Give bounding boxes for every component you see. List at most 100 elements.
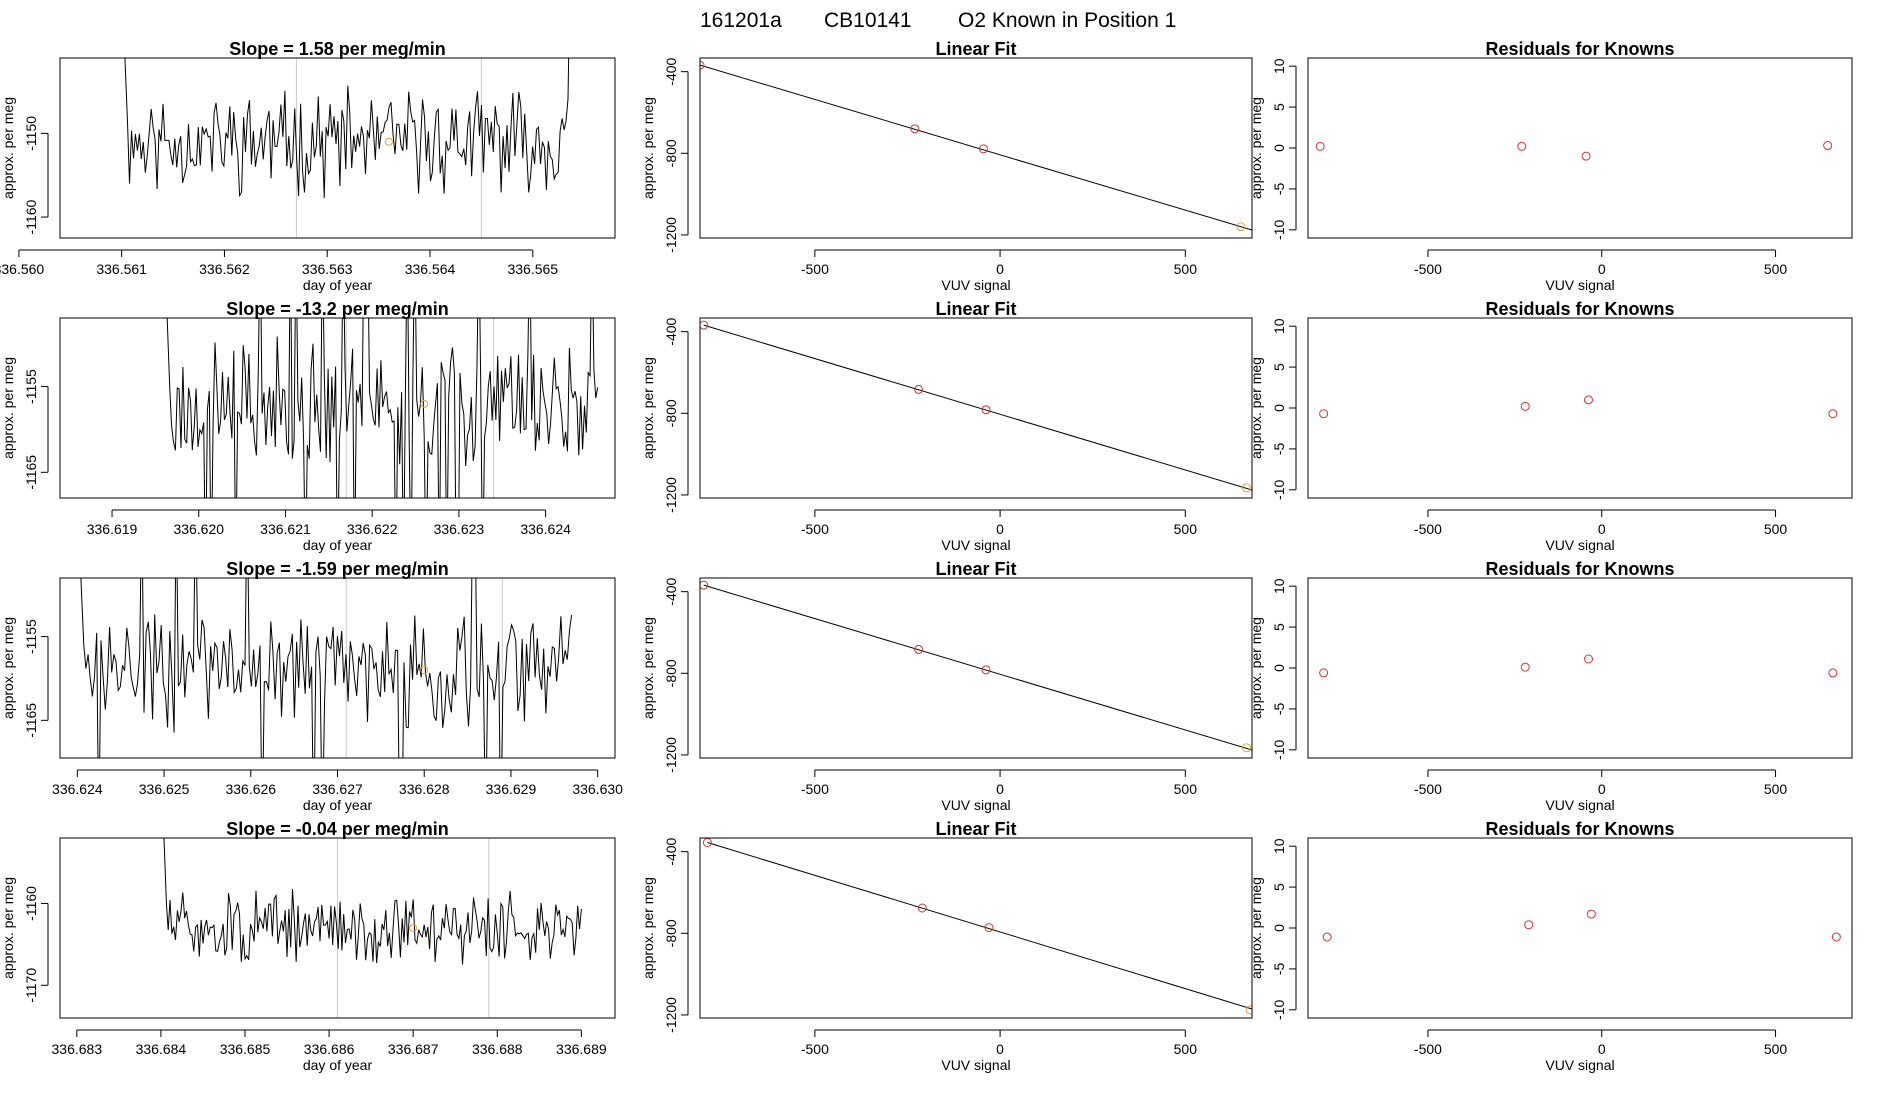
- x-axis-label: VUV signal: [1545, 277, 1614, 293]
- known-fit-point: [1241, 743, 1251, 753]
- known-point-marker: [420, 666, 429, 675]
- fit-line: [703, 584, 1252, 751]
- residual-point: [1831, 932, 1841, 942]
- x-tick-label: 336.627: [312, 781, 363, 797]
- y-tick-label: -1200: [663, 477, 679, 513]
- y-tick-label: 0: [1271, 924, 1287, 932]
- x-axis-label: VUV signal: [1545, 537, 1614, 553]
- panel-plot-area: [700, 60, 1252, 232]
- x-tick-label: 0: [1598, 1041, 1606, 1057]
- trace-line: [80, 578, 573, 758]
- fit-point: [984, 923, 994, 933]
- y-tick-label: -400: [663, 57, 679, 85]
- panel-frame: [59, 577, 616, 759]
- y-axis-label: approx. per meg: [640, 617, 656, 719]
- panel-0-2: Residuals for Knowns -500 0 500 VUV signal 10…: [1248, 39, 1853, 293]
- y-axis-label: approx. per meg: [0, 97, 16, 199]
- residual-point: [1584, 395, 1594, 405]
- x-axis-label: VUV signal: [1545, 797, 1614, 813]
- fit-point: [917, 903, 927, 913]
- y-tick-label: -1200: [663, 737, 679, 773]
- x-tick-label: 0: [1598, 521, 1606, 537]
- residual-point: [1828, 668, 1838, 678]
- panel-frame: [699, 57, 1253, 239]
- x-tick-label: 0: [996, 521, 1004, 537]
- x-axis-label: day of year: [303, 277, 373, 293]
- x-tick-label: 500: [1174, 1041, 1198, 1057]
- panel-frame: [1307, 577, 1853, 759]
- residual-point: [1584, 654, 1594, 664]
- y-axis-label: approx. per meg: [1248, 357, 1264, 459]
- y-axis-label: approx. per meg: [0, 357, 16, 459]
- panel-plot-area: [1319, 395, 1838, 419]
- x-tick-label: -500: [801, 781, 829, 797]
- known-point-marker: [420, 399, 429, 408]
- x-tick-label: 336.560: [0, 261, 44, 277]
- y-tick-label: 5: [1271, 623, 1287, 631]
- x-tick-label: 336.624: [520, 521, 571, 537]
- trace-line: [166, 318, 599, 498]
- panel-plot-area: [702, 838, 1252, 1015]
- panel-plot-area: [124, 58, 570, 238]
- panel-plot-area: [166, 318, 599, 498]
- x-tick-label: -500: [1414, 781, 1442, 797]
- y-tick-label: -1165: [23, 703, 39, 738]
- fit-point: [981, 405, 991, 415]
- x-tick-label: 0: [1598, 781, 1606, 797]
- y-axis-label: approx. per meg: [640, 357, 656, 459]
- y-axis-label: approx. per meg: [640, 97, 656, 199]
- panel-title: Linear Fit: [935, 39, 1016, 59]
- x-axis-label: VUV signal: [941, 797, 1010, 813]
- x-tick-label: 500: [1764, 521, 1788, 537]
- panels-grid: Slope = 1.58 per meg/min 336.560 336.561 33…: [0, 39, 1853, 1073]
- x-axis-label: VUV signal: [1545, 1057, 1614, 1073]
- residual-point: [1586, 909, 1596, 919]
- panel-0-1: Linear Fit -500 0 500 VUV signal -400 -800 -120…: [640, 39, 1253, 293]
- residual-point: [1828, 409, 1838, 419]
- x-tick-label: -500: [801, 261, 829, 277]
- panel-frame: [59, 837, 616, 1019]
- x-tick-label: 336.564: [405, 261, 456, 277]
- panel-2-1: Linear Fit -500 0 500 VUV signal -400 -800 -120…: [640, 559, 1253, 813]
- residual-point: [1520, 401, 1530, 411]
- figure-title-run-id: 161201a: [700, 9, 782, 32]
- x-tick-label: 336.562: [199, 261, 250, 277]
- x-tick-label: -500: [1414, 521, 1442, 537]
- known-fit-point: [1241, 483, 1251, 493]
- residual-point: [1823, 141, 1833, 151]
- panel-plot-area: [700, 320, 1252, 493]
- x-tick-label: 336.620: [173, 521, 224, 537]
- y-tick-label: -10: [1271, 999, 1287, 1019]
- x-tick-label: 500: [1174, 261, 1198, 277]
- x-tick-label: -500: [801, 521, 829, 537]
- panel-1-1: Linear Fit -500 0 500 VUV signal -400 -800 -120…: [640, 299, 1253, 553]
- x-tick-label: 336.684: [136, 1041, 187, 1057]
- fit-line: [707, 842, 1252, 1010]
- y-tick-label: -400: [663, 577, 679, 605]
- y-axis-label: approx. per meg: [0, 617, 16, 719]
- panel-plot-area: [1315, 141, 1833, 161]
- known-point-marker: [384, 137, 393, 146]
- panel-frame: [1307, 57, 1853, 239]
- x-tick-label: 336.688: [472, 1041, 523, 1057]
- trace-line: [124, 58, 570, 198]
- fit-line: [700, 64, 1252, 231]
- x-tick-label: 0: [996, 781, 1004, 797]
- y-tick-label: -400: [663, 837, 679, 865]
- x-tick-label: 336.621: [260, 521, 311, 537]
- x-tick-label: 336.565: [507, 261, 558, 277]
- residual-point: [1315, 141, 1325, 151]
- panel-title: Residuals for Knowns: [1485, 559, 1674, 579]
- y-axis-label: approx. per meg: [1248, 877, 1264, 979]
- x-tick-label: 336.689: [556, 1041, 607, 1057]
- y-tick-label: -1150: [23, 116, 39, 151]
- figure-title-description: O2 Known in Position 1: [958, 9, 1176, 32]
- panel-title: Slope = -0.04 per meg/min: [226, 819, 449, 839]
- x-tick-label: 336.625: [139, 781, 190, 797]
- x-tick-label: 500: [1174, 521, 1198, 537]
- panel-frame: [1307, 837, 1853, 1019]
- panel-plot-area: [80, 578, 573, 758]
- known-fit-point: [1245, 1005, 1252, 1015]
- fit-point: [700, 580, 709, 590]
- panel-1-0: Slope = -13.2 per meg/min 336.619 336.620 3…: [0, 299, 616, 553]
